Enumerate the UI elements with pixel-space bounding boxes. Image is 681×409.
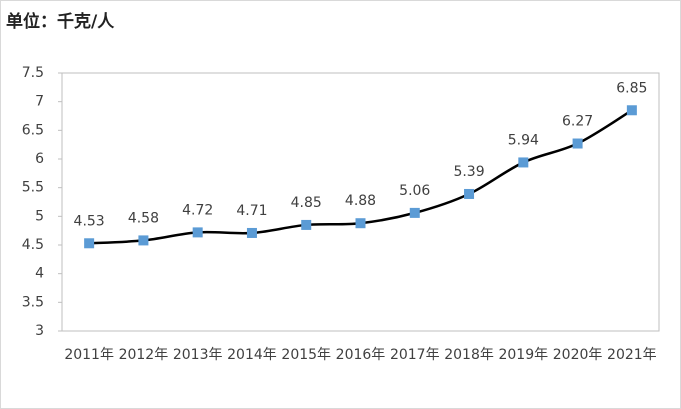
data-label: 6.85	[616, 80, 647, 96]
x-tick-label: 2015年	[281, 347, 331, 363]
x-tick-label: 2016年	[336, 347, 386, 363]
marker	[355, 218, 366, 229]
marker	[626, 105, 637, 116]
plot-area	[61, 72, 660, 332]
y-tick-label: 4	[35, 266, 44, 282]
data-label: 4.53	[74, 213, 105, 229]
marker	[464, 188, 475, 199]
marker	[84, 238, 95, 249]
x-tick-label: 2017年	[390, 347, 440, 363]
data-label: 4.88	[345, 193, 376, 209]
y-tick-label: 3.5	[22, 294, 44, 310]
x-tick-label: 2021年	[607, 347, 657, 363]
x-tick-label: 2014年	[227, 347, 277, 363]
x-tick-label: 2018年	[444, 347, 494, 363]
y-tick-label: 6.5	[22, 122, 44, 138]
marker	[301, 219, 312, 230]
data-label: 4.58	[128, 210, 159, 226]
y-tick-label: 7.5	[22, 65, 44, 81]
data-label: 5.94	[508, 132, 539, 148]
x-tick-label: 2013年	[173, 347, 223, 363]
data-label: 4.71	[236, 203, 267, 219]
y-tick-label: 4.5	[22, 237, 44, 253]
x-tick-label: 2012年	[119, 347, 169, 363]
y-tick-label: 5.5	[22, 180, 44, 196]
y-tick-label: 7	[35, 94, 44, 110]
x-tick-label: 2019年	[498, 347, 548, 363]
y-tick-label: 5	[35, 208, 44, 224]
marker	[572, 138, 583, 149]
marker	[138, 235, 149, 246]
y-tick-label: 6	[35, 151, 44, 167]
data-label: 4.85	[291, 195, 322, 211]
data-label: 5.39	[453, 164, 484, 180]
x-tick-label: 2011年	[64, 347, 114, 363]
y-tick-label: 3	[35, 323, 44, 339]
data-label: 4.72	[182, 202, 213, 218]
marker	[409, 207, 420, 218]
x-tick-label: 2020年	[553, 347, 603, 363]
marker	[246, 227, 257, 238]
data-label: 6.27	[562, 114, 593, 130]
data-label: 5.06	[399, 183, 430, 199]
chart-title: 单位：千克/人	[6, 11, 115, 32]
marker	[518, 157, 529, 168]
marker	[192, 227, 203, 238]
